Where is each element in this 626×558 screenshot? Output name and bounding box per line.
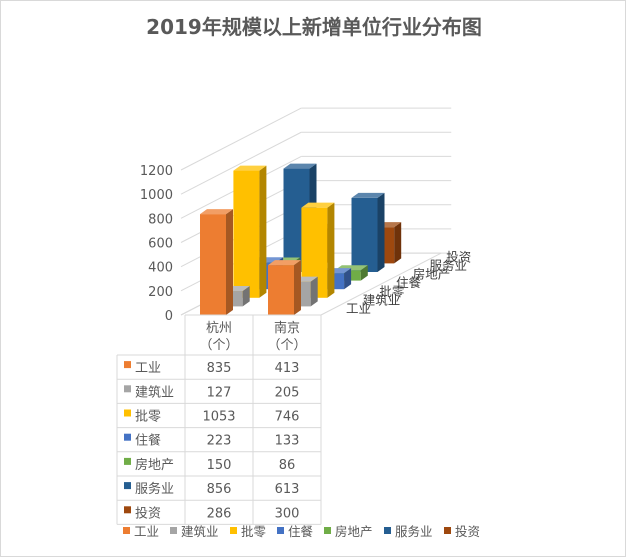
bar-side	[259, 165, 267, 298]
bar-front	[200, 214, 226, 315]
bar-top	[351, 192, 385, 198]
data-label: 413	[275, 361, 300, 376]
chart-title: 2019年规模以上新增单位行业分布图	[146, 15, 482, 39]
bar-side	[310, 276, 318, 307]
table-legend-key	[124, 361, 131, 369]
data-label: 133	[275, 434, 300, 449]
data-label: 613	[275, 482, 300, 497]
bar-side	[360, 265, 368, 281]
legend-swatch	[324, 527, 331, 534]
category-label: 杭州	[206, 321, 232, 336]
legend-label: 投资	[455, 524, 480, 539]
y-tick-label: 0	[165, 309, 173, 324]
data-label: 286	[207, 506, 232, 521]
bar-side	[327, 202, 335, 298]
bar	[200, 209, 233, 315]
legend-label: 服务业	[395, 524, 433, 539]
table-series-label: 工业	[135, 361, 161, 376]
table-legend-key	[124, 409, 131, 417]
legend-label: 工业	[134, 524, 159, 539]
depth-axis-label: 建筑业	[363, 292, 401, 307]
bar-side	[242, 286, 250, 307]
gridline	[180, 131, 302, 195]
y-tick-label: 1200	[140, 164, 173, 179]
bar-top	[268, 260, 301, 266]
bar-side	[377, 192, 385, 272]
bar-side	[394, 222, 402, 264]
table-series-label: 住餐	[135, 433, 161, 449]
y-tick-label: 400	[148, 261, 173, 276]
depth-axis-label: 住餐	[396, 275, 422, 290]
data-label: 150	[207, 458, 232, 473]
gridline	[180, 107, 302, 171]
data-label: 835	[207, 361, 232, 376]
table-legend-key	[124, 385, 131, 393]
data-label: 1053	[202, 410, 235, 425]
y-tick-label: 800	[148, 212, 173, 227]
table-legend-key	[124, 482, 131, 490]
table-series-label: 房地产	[135, 457, 174, 473]
legend-swatch	[230, 527, 237, 534]
data-label: 86	[279, 458, 296, 473]
bar	[233, 165, 267, 298]
bar-top	[200, 209, 233, 215]
bar-side	[226, 209, 233, 315]
legend-label: 建筑业	[181, 524, 219, 539]
table-series-label: 建筑业	[135, 384, 174, 400]
depth-axis-label: 批零	[379, 284, 405, 299]
data-label: 223	[207, 434, 232, 449]
legend-label: 住餐	[288, 524, 314, 539]
depth-axis-label: 投资	[446, 249, 471, 264]
table-legend-key	[124, 457, 131, 465]
data-label: 746	[275, 410, 300, 425]
depth-axis-label: 服务业	[430, 258, 468, 273]
data-label: 300	[275, 506, 300, 521]
table-series-label: 投资	[135, 505, 161, 521]
bar	[351, 192, 385, 272]
legend-swatch	[123, 527, 130, 534]
table-series-label: 批零	[135, 410, 161, 425]
bar-top	[283, 163, 317, 169]
bar-side	[344, 268, 352, 290]
bar	[268, 260, 301, 315]
y-tick-label: 200	[148, 285, 173, 300]
depth-axis-label: 工业	[346, 301, 371, 316]
category-label: （个）	[267, 338, 306, 353]
bar-front	[351, 197, 378, 272]
data-label: 856	[207, 482, 232, 497]
bar-front	[268, 265, 294, 315]
table-legend-key	[124, 506, 131, 514]
category-label: （个）	[199, 338, 238, 353]
legend-swatch	[277, 527, 284, 534]
data-label: 205	[275, 385, 300, 400]
data-table	[116, 314, 322, 525]
bar-top	[233, 165, 267, 171]
legend-label: 房地产	[335, 524, 373, 539]
legend-label: 批零	[241, 524, 267, 539]
table-legend-key	[124, 433, 131, 441]
data-label: 127	[207, 385, 232, 400]
table-series-label: 服务业	[135, 481, 174, 497]
y-tick-label: 600	[148, 237, 173, 252]
bar-side	[294, 260, 301, 315]
bar-top	[301, 202, 335, 208]
bar-front	[233, 170, 260, 298]
legend-swatch	[444, 527, 451, 534]
y-tick-label: 1000	[140, 188, 173, 203]
legend-swatch	[170, 527, 177, 534]
category-label: 南京	[274, 320, 300, 336]
legend-swatch	[384, 527, 391, 534]
depth-axis-label: 房地产	[413, 267, 451, 282]
